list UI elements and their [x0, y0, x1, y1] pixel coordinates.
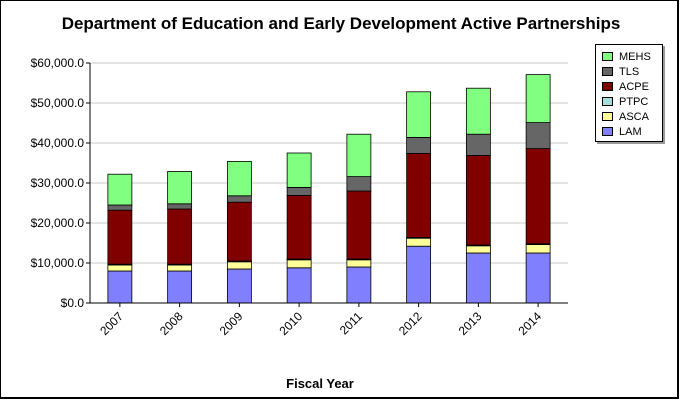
legend-label: ACPE [619, 80, 649, 93]
x-tick-label: 2013 [456, 309, 485, 338]
bar-segment-tls [226, 195, 252, 203]
legend-item-tls: TLS [602, 64, 662, 79]
legend-item-ptpc: PTPC [602, 94, 662, 109]
bar-segment-acpe [167, 208, 193, 265]
legend-item-acpe: ACPE [602, 79, 662, 94]
x-tick-label: 2007 [97, 309, 126, 338]
legend-swatch [602, 82, 613, 91]
bar-segment-asca [525, 244, 551, 254]
bar-segment-asca [167, 264, 193, 272]
bar-segment-tls [107, 204, 133, 211]
bar-segment-mehs [167, 170, 193, 205]
y-tick-label: $40,000.0 [31, 136, 85, 150]
legend-swatch [602, 127, 613, 136]
bar-segment-tls [525, 122, 551, 149]
bar-segment-tls [167, 203, 193, 210]
bar-segment-lam [525, 252, 551, 304]
y-tick-label: $60,000.0 [31, 56, 85, 70]
bar-segment-acpe [465, 154, 491, 246]
bar-segment-mehs [406, 91, 432, 138]
legend-swatch [602, 52, 613, 61]
legend-item-lam: LAM [602, 124, 662, 139]
bar-segment-mehs [286, 152, 312, 188]
x-tick-label: 2009 [217, 309, 246, 338]
legend-swatch [602, 67, 613, 76]
legend-label: ASCA [619, 110, 649, 123]
legend-item-mehs: MEHS [602, 49, 662, 64]
bar-segment-lam [465, 252, 491, 304]
chart-title: Department of Education and Early Develo… [61, 14, 621, 33]
legend-item-asca: ASCA [602, 109, 662, 124]
x-axis-label: Fiscal Year [286, 376, 354, 391]
y-tick-label: $10,000.0 [31, 256, 85, 270]
chart-legend: MEHS TLS ACPE PTPC ASCA LAM [595, 44, 663, 142]
y-tick-label: $30,000.0 [31, 176, 85, 190]
bar-segment-acpe [107, 209, 133, 265]
bar-segment-mehs [465, 87, 491, 135]
bar-segment-acpe [525, 148, 551, 245]
bar-segment-acpe [406, 152, 432, 238]
bar-segment-asca [406, 237, 432, 247]
x-tick-label: 2012 [396, 309, 425, 338]
bar-segment-asca [226, 261, 252, 270]
bar-segment-lam [406, 245, 432, 304]
x-tick-label: 2008 [157, 309, 186, 338]
bar-segment-mehs [107, 173, 133, 206]
bar-segment-acpe [226, 201, 252, 262]
bar-segment-asca [346, 259, 372, 268]
bar-segment-acpe [346, 190, 372, 260]
bar-segment-lam [107, 270, 133, 304]
bar-segment-asca [286, 259, 312, 269]
bar-segment-tls [406, 136, 432, 154]
bar-segment-mehs [525, 74, 551, 123]
y-tick-label: $0.0 [61, 296, 85, 310]
bar-segment-asca [107, 264, 133, 272]
bar-segment-mehs [346, 133, 372, 177]
legend-swatch [602, 97, 613, 106]
x-tick-label: 2011 [337, 309, 365, 337]
bar-segment-tls [465, 133, 491, 156]
legend-label: PTPC [619, 95, 649, 108]
legend-label: TLS [619, 65, 640, 78]
stacked-bar-chart: $0.0 $10,000.0 $20,000.0 $30,000.0 $40,000.0… [31, 56, 568, 338]
bar-segment-lam [286, 267, 312, 304]
legend-label: MEHS [619, 50, 651, 63]
x-tick-label: 2010 [276, 309, 305, 338]
bar-segment-tls [346, 176, 372, 192]
bar-segment-tls [286, 186, 312, 196]
y-tick-label: $20,000.0 [31, 216, 85, 230]
legend-swatch [602, 112, 613, 121]
legend-label: LAM [619, 125, 642, 138]
y-tick-label: $50,000.0 [31, 96, 85, 110]
bar-segment-acpe [286, 194, 312, 260]
bar-segment-mehs [226, 160, 252, 197]
bar-segment-lam [167, 270, 193, 304]
bar-segment-lam [346, 266, 372, 304]
bar-segment-lam [226, 268, 252, 304]
bar-segment-asca [465, 245, 491, 254]
x-tick-label: 2014 [515, 309, 544, 338]
